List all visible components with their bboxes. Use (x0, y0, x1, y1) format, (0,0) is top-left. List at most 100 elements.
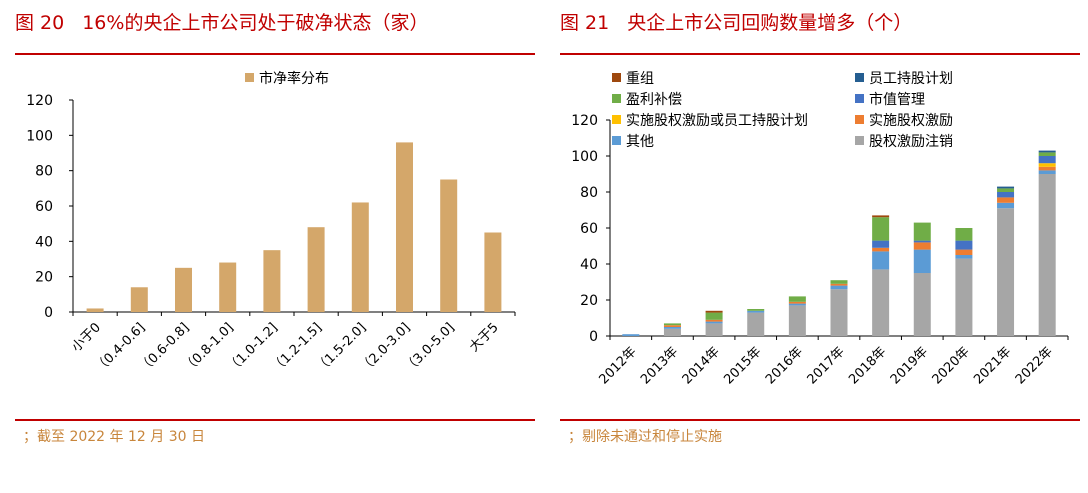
left-y-tick-label: 40 (35, 234, 53, 250)
right-x-tick-label: 2013年 (638, 344, 681, 387)
right-bar-segment (705, 321, 723, 324)
left-y-tick-label: 120 (26, 93, 53, 109)
right-bar-segment (997, 197, 1015, 203)
right-legend-swatch (855, 73, 864, 82)
left-chart: 020406080100120小于0（0.4-0.6]（0.6-0.8]（0.8… (26, 70, 516, 376)
right-y-tick-label: 40 (580, 257, 598, 273)
left-legend-swatch (245, 73, 254, 82)
left-bottom-rule (15, 419, 535, 421)
right-bar-segment (663, 325, 681, 327)
right-legend-swatch (855, 115, 864, 124)
right-bar-segment (1038, 174, 1056, 336)
right-bar-segment (747, 309, 765, 311)
right-y-tick-label: 60 (580, 221, 598, 237)
right-chart: 0 20 40 60 80 100 120 2012年2013年2014年2015年2016年… (571, 71, 1069, 387)
left-bar (351, 202, 369, 312)
right-title-rule (560, 53, 1080, 55)
right-legend-label: 市值管理 (869, 91, 925, 108)
right-bar-segment (1038, 163, 1056, 167)
right-x-tick-label: 2016年 (763, 344, 806, 387)
right-legend-label: 员工持股计划 (869, 71, 953, 87)
left-y-tick-label: 60 (35, 199, 53, 215)
right-bar-segment (955, 228, 973, 241)
left-panel: 图 20 16%的央企上市公司处于破净状态（家） 0 20 40 60 80 100 120 小… (15, 0, 535, 493)
right-bar-segment (1038, 156, 1056, 164)
right-bar-segment (705, 323, 723, 336)
right-bar-segment (705, 310, 723, 313)
right-y-tick-label: 120 (571, 113, 598, 129)
right-x-tick-label: 2017年 (805, 344, 848, 387)
right-legend-swatch (855, 94, 864, 103)
right-bar-segment (872, 251, 890, 270)
left-bar (263, 250, 281, 312)
right-x-tick-label: 2021年 (971, 344, 1014, 387)
right-note: ；剔除未通过和停止实施 (568, 429, 722, 445)
right-x-tick-label: 2020年 (930, 344, 973, 387)
right-bar-segment (1038, 170, 1056, 174)
right-legend-swatch (612, 136, 621, 145)
right-bar-segment (997, 208, 1015, 336)
left-bar (175, 267, 192, 312)
right-bar-segment (872, 240, 890, 248)
right-bar-segment (622, 334, 640, 336)
right-bar-segment (913, 273, 931, 336)
left-bar (307, 227, 325, 312)
right-x-tick-label: 2019年 (888, 344, 931, 387)
right-x-tick-label: 2015年 (721, 344, 764, 387)
right-bar-segment (830, 285, 848, 290)
right-bar-segment (872, 247, 890, 252)
left-bar (130, 287, 148, 312)
right-bar-segment (955, 249, 973, 255)
left-y-tick-label: 80 (35, 164, 53, 180)
left-title-rule (15, 53, 535, 55)
right-bar-segment (913, 240, 931, 243)
right-bar-segment (1038, 166, 1056, 171)
right-bar-segment (705, 312, 723, 320)
right-bar-segment (913, 222, 931, 241)
right-bar-segment (788, 301, 806, 304)
right-legend-swatch (612, 115, 621, 124)
right-legend-swatch (612, 94, 621, 103)
right-figure-number: 图 21 (560, 12, 610, 34)
left-y-tick-label: 20 (35, 270, 53, 286)
right-x-tick-label: 2014年 (680, 344, 723, 387)
right-x-tick-label: 2022年 (1013, 344, 1056, 387)
right-bar-segment (747, 312, 765, 336)
right-bar-segment (830, 280, 848, 284)
left-title: 图 20 16%的央企上市公司处于破净状态（家） (15, 8, 428, 35)
right-legend-label: 股权激励注销 (869, 133, 953, 150)
right-bar-segment (663, 327, 681, 329)
right-bar-segment (705, 319, 723, 322)
right-bar-segment (788, 296, 806, 302)
left-x-tick-label: 大于5 (467, 320, 502, 355)
left-title-text: 16%的央企上市公司处于破净状态（家） (82, 12, 429, 34)
left-bar (484, 232, 502, 312)
right-y-tick-label: 80 (580, 185, 598, 201)
right-y-tick-label: 20 (580, 293, 598, 309)
right-legend-label: 重组 (626, 71, 654, 87)
right-legend-swatch (855, 136, 864, 145)
right-bar-segment (1038, 150, 1056, 153)
right-bar-segment (997, 188, 1015, 192)
left-bar (86, 308, 104, 312)
right-bar-segment (788, 305, 806, 336)
right-y-tick-label: 0 (589, 329, 598, 345)
right-bar-segment (830, 289, 848, 336)
left-bar (396, 142, 413, 312)
right-bar-segment (872, 217, 890, 241)
right-legend-label: 其他 (626, 134, 654, 150)
right-bar-segment (830, 283, 848, 286)
right-legend-label: 实施股权激励或员工持股计划 (626, 112, 808, 129)
left-bar (219, 262, 237, 312)
right-legend-label: 盈利补偿 (626, 92, 682, 108)
right-bar-segment (1038, 152, 1056, 156)
right-bar-segment (663, 328, 681, 336)
left-x-tick-label: 小于0 (69, 320, 104, 355)
right-bar-segment (955, 255, 973, 259)
right-y-tick-label: 100 (571, 149, 598, 165)
right-bar-segment (997, 192, 1015, 198)
right-x-tick-label: 2018年 (846, 344, 889, 387)
right-bar-segment (997, 202, 1015, 209)
right-title-text: 央企上市公司回购数量增多（个） (627, 12, 913, 34)
right-bar-segment (872, 269, 890, 336)
